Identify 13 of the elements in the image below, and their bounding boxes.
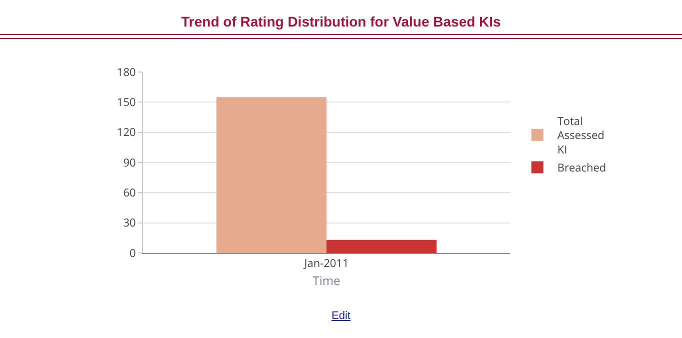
- y-tick-label: 30: [123, 216, 136, 231]
- y-tick-label: 150: [116, 95, 136, 110]
- y-tick-label: 120: [116, 125, 136, 140]
- legend-label: Total Assessed KI: [557, 114, 604, 158]
- text: Edit: [330, 310, 352, 322]
- y-tick-label: 60: [123, 186, 136, 201]
- legend-label: Breached: [557, 160, 606, 176]
- y-tick-label: 0: [130, 246, 136, 261]
- y-tick-label: 90: [123, 155, 136, 170]
- x-axis-title: Time: [312, 272, 340, 290]
- x-tick-label: Jan-2011: [303, 256, 349, 272]
- y-tick-label: 180: [116, 64, 136, 80]
- chart-title: Trend of Rating Distribution for Value Based KIs: [181, 14, 502, 30]
